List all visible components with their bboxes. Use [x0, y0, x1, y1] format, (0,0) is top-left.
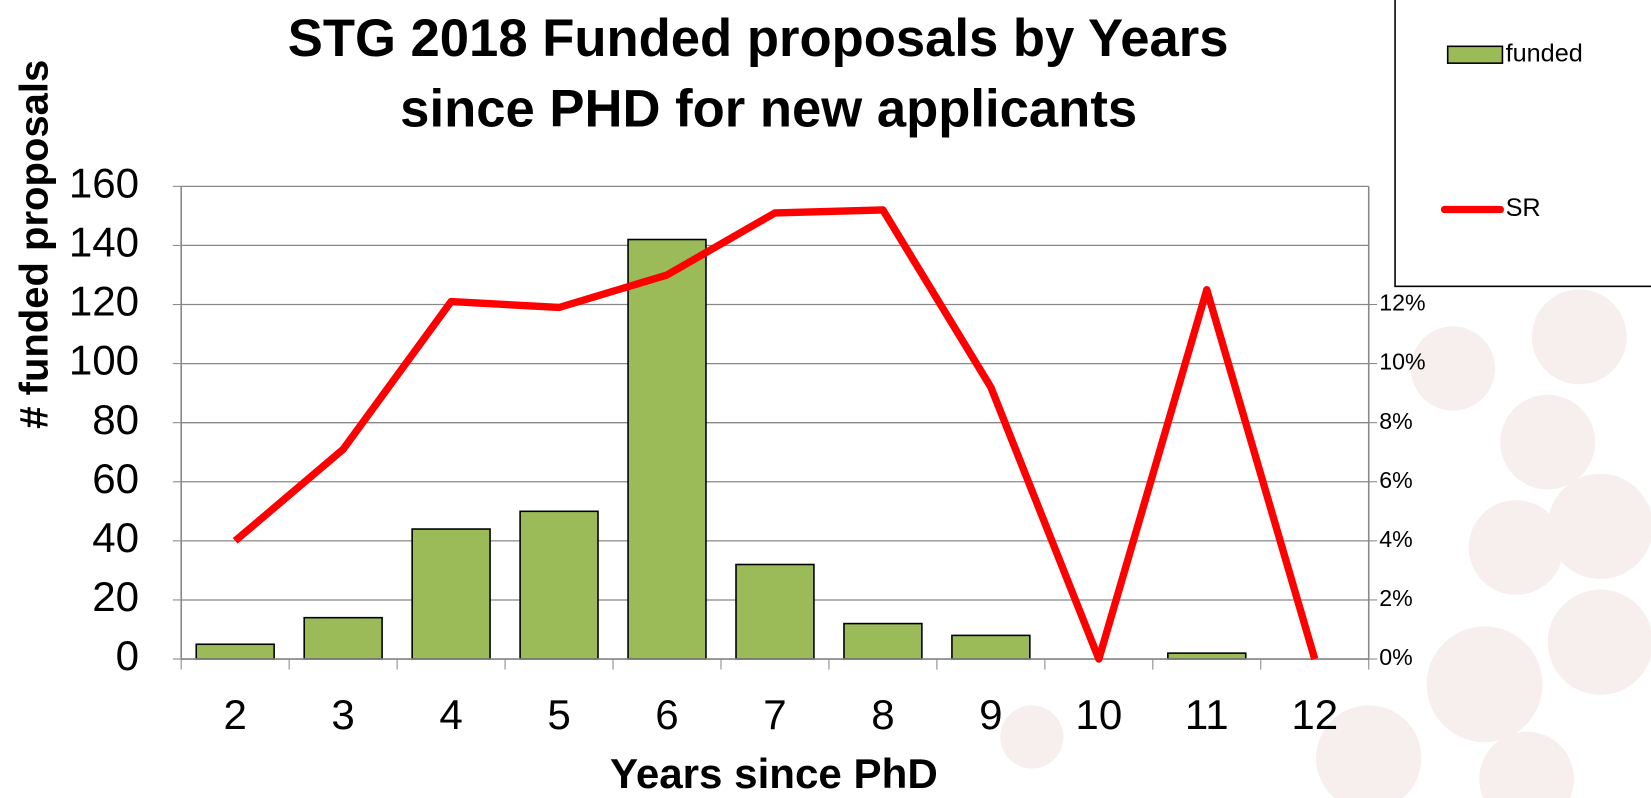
y-axis-label: # funded proposals	[13, 60, 57, 429]
y-tick-label: 60	[92, 455, 139, 502]
x-tick-label: 2	[223, 691, 246, 738]
y2-tick-label: 8%	[1379, 408, 1412, 434]
y-tick-label: 120	[69, 278, 139, 325]
legend: funded SR	[1394, 0, 1651, 288]
bar	[303, 616, 383, 660]
chart-title: STG 2018 Funded proposals by Years	[288, 9, 1229, 68]
x-tick-label: 3	[331, 691, 354, 738]
chart-subtitle: since PHD for new applicants	[400, 80, 1137, 139]
y2-tick-label: 0%	[1379, 644, 1412, 670]
x-tick-label: 5	[547, 691, 570, 738]
y-tick-label: 140	[69, 219, 139, 266]
y-tick-label: 0	[116, 632, 139, 679]
y2-tick-label: 4%	[1379, 526, 1412, 552]
bar	[195, 643, 275, 660]
background-dots	[1000, 289, 1651, 798]
bar	[951, 634, 1031, 660]
legend-box	[1394, 0, 1651, 288]
bar	[519, 510, 599, 660]
y-tick-label: 40	[92, 514, 139, 561]
legend-swatch	[1446, 45, 1504, 64]
x-tick-label: 12	[1291, 691, 1338, 738]
y2-tick-label: 6%	[1379, 467, 1412, 493]
y-tick-label: 20	[92, 573, 139, 620]
y2-tick-label: 10%	[1379, 349, 1425, 375]
y-tick-label: 80	[92, 396, 139, 443]
legend-label: SR	[1506, 194, 1541, 222]
bar	[411, 528, 491, 660]
bar	[735, 563, 815, 660]
legend-label: funded	[1506, 39, 1583, 67]
x-tick-label: 4	[439, 691, 462, 738]
x-tick-label: 9	[979, 691, 1002, 738]
y2-tick-label: 2%	[1379, 585, 1412, 611]
y-tick-label: 160	[69, 159, 139, 206]
bar	[1167, 652, 1247, 660]
bar	[627, 238, 707, 660]
y-tick-label: 100	[69, 337, 139, 384]
line	[232, 206, 1319, 663]
x-axis-label: Years since PhD	[610, 750, 938, 797]
x-tick-label: 6	[655, 691, 678, 738]
x-tick-label: 7	[763, 691, 786, 738]
x-tick-label: 10	[1075, 691, 1122, 738]
x-tick-label: 8	[871, 691, 894, 738]
bar	[843, 622, 923, 660]
y2-tick-label: 12%	[1379, 290, 1425, 316]
x-tick-label: 11	[1185, 691, 1229, 738]
